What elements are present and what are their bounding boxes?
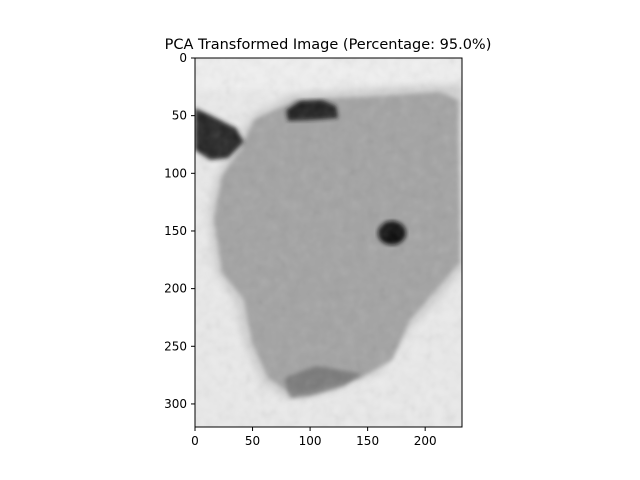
- plot-title: PCA Transformed Image (Percentage: 95.0%…: [165, 37, 492, 53]
- y-tick-label: 250: [164, 339, 187, 353]
- y-tick-label: 150: [164, 224, 187, 238]
- y-tick-label: 200: [164, 282, 187, 296]
- x-axis: 0 50 100 150 200: [191, 427, 437, 448]
- x-tick-label: 50: [245, 434, 260, 448]
- y-tick-label: 100: [164, 166, 187, 180]
- axes-frame: [194, 57, 463, 428]
- image-grain: [195, 58, 462, 427]
- y-axis: 0 50 100 150 200 250 300: [164, 51, 195, 411]
- pca-image: [195, 58, 462, 427]
- x-tick-label: 150: [356, 434, 379, 448]
- x-tick-label: 200: [414, 434, 437, 448]
- x-tick-label: 0: [191, 434, 199, 448]
- x-tick-label: 100: [299, 434, 322, 448]
- y-tick-label: 50: [172, 109, 187, 123]
- y-tick-label: 300: [164, 397, 187, 411]
- y-tick-label: 0: [179, 51, 187, 65]
